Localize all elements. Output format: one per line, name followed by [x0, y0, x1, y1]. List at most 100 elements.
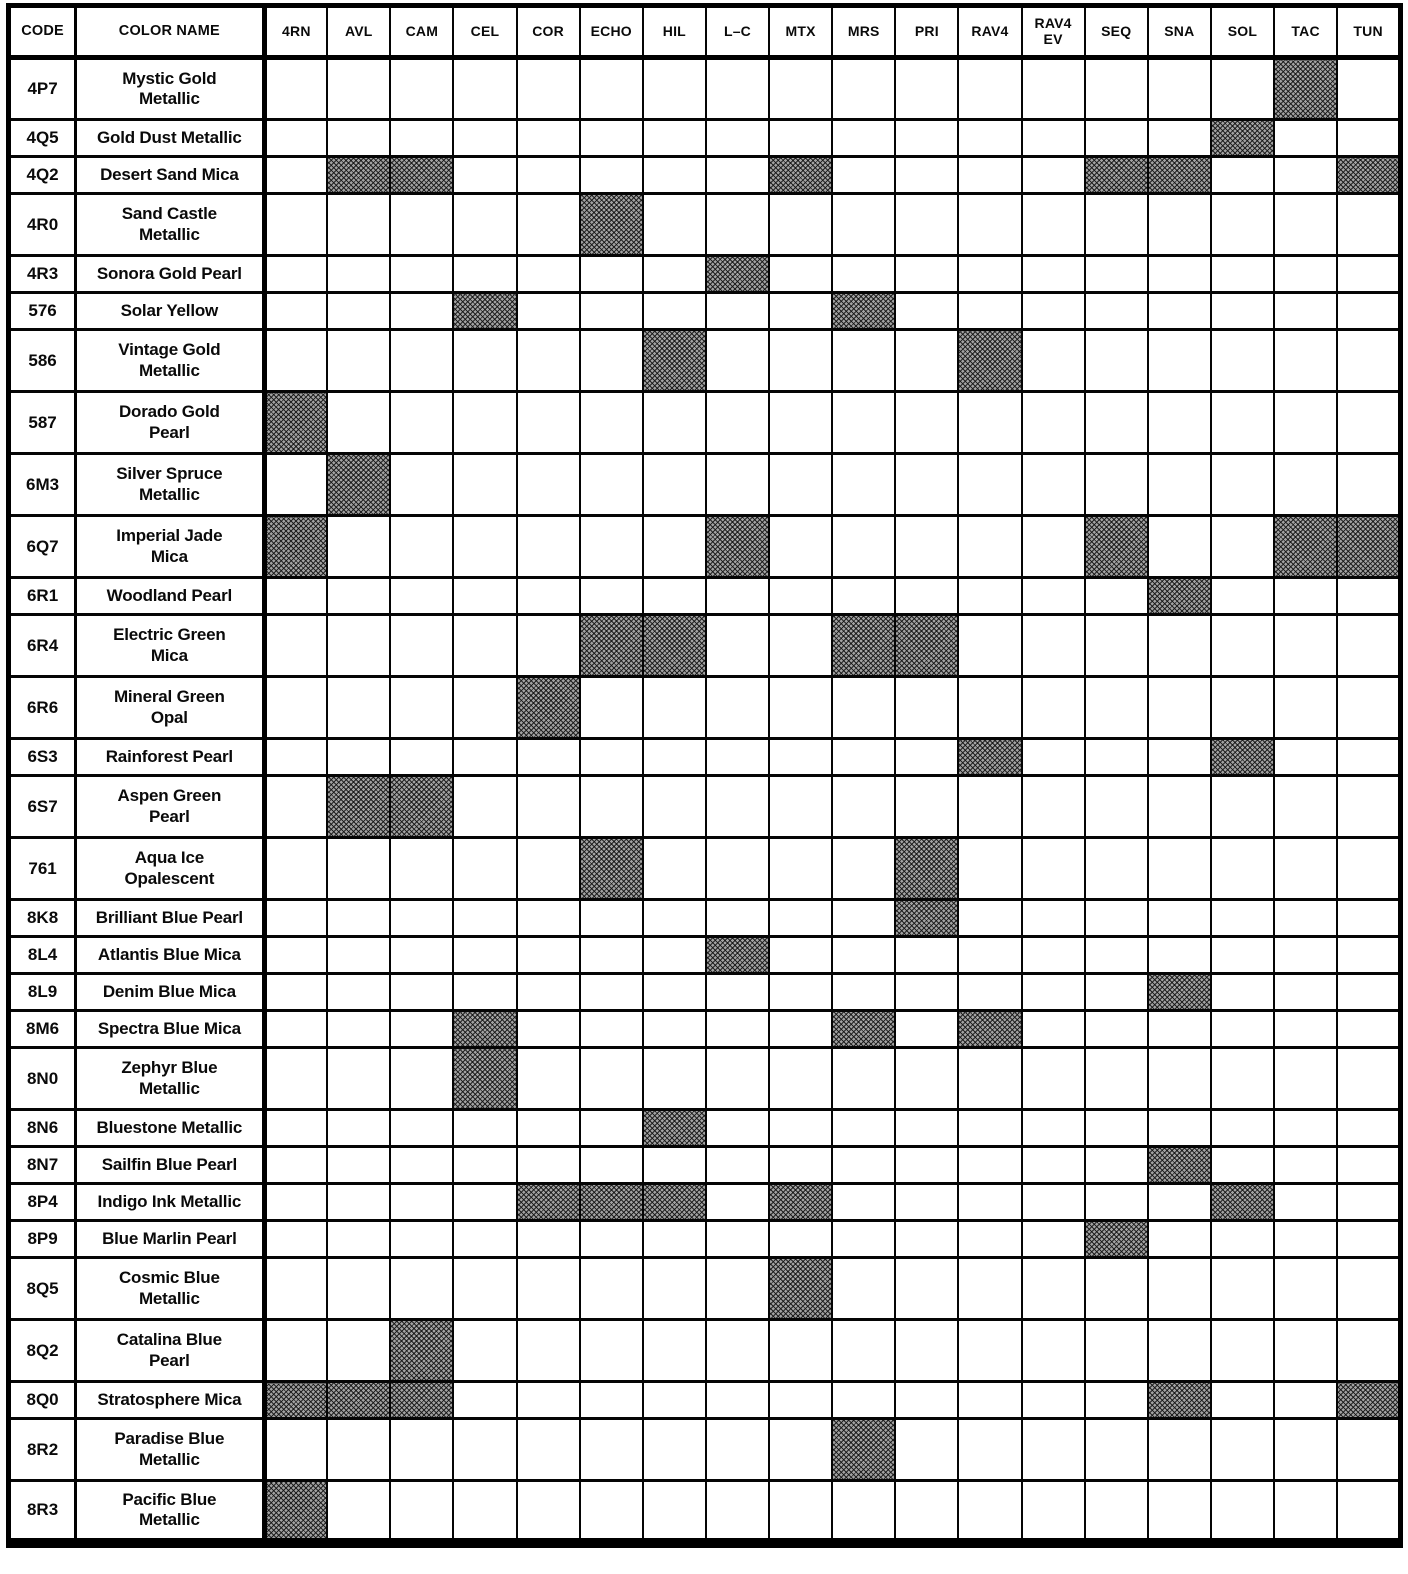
- availability-cell-empty: [768, 836, 834, 901]
- availability-cell-shaded: [1146, 1380, 1212, 1420]
- availability-cell-shaded: [768, 1182, 834, 1222]
- availability-cell-empty: [641, 155, 707, 195]
- availability-cell-empty: [263, 192, 329, 257]
- availability-cell-shaded: [1083, 155, 1149, 195]
- availability-cell-empty: [957, 1380, 1023, 1420]
- availability-cell-empty: [263, 1145, 329, 1185]
- column-header-tac: TAC: [1273, 4, 1339, 60]
- table-row: 8N0 Zephyr Blue Metallic: [7, 1046, 1402, 1111]
- availability-cell-empty: [1146, 328, 1212, 393]
- availability-cell-empty: [768, 1219, 834, 1259]
- availability-cell-empty: [641, 774, 707, 839]
- availability-cell-empty: [389, 613, 455, 678]
- availability-cell-empty: [831, 737, 897, 777]
- availability-cell-empty: [1273, 675, 1339, 740]
- availability-cell-empty: [1020, 254, 1086, 294]
- availability-cell-empty: [1146, 613, 1212, 678]
- color-name-cell: Mineral Green Opal: [74, 675, 267, 740]
- availability-cell-empty: [515, 1380, 581, 1420]
- table-row: 8L4 Atlantis Blue Mica: [7, 935, 1402, 975]
- color-name-cell: Woodland Pearl: [74, 576, 267, 616]
- availability-cell-empty: [831, 155, 897, 195]
- availability-cell-empty: [894, 1219, 960, 1259]
- availability-cell-empty: [704, 1479, 771, 1544]
- availability-cell-empty: [641, 675, 707, 740]
- availability-cell-empty: [1209, 576, 1276, 616]
- availability-cell-empty: [768, 56, 834, 121]
- availability-cell-empty: [1083, 254, 1149, 294]
- availability-cell-empty: [1083, 898, 1149, 938]
- availability-cell-empty: [578, 1219, 644, 1259]
- availability-cell-empty: [578, 675, 644, 740]
- availability-cell-empty: [957, 1108, 1023, 1148]
- availability-cell-empty: [1273, 452, 1339, 517]
- availability-cell-empty: [1146, 836, 1212, 901]
- availability-cell-empty: [1020, 1108, 1086, 1148]
- availability-cell-empty: [1083, 192, 1149, 257]
- availability-cell-empty: [326, 836, 392, 901]
- availability-cell-empty: [389, 1417, 455, 1482]
- code-cell: 8P4: [7, 1182, 78, 1222]
- availability-cell-empty: [515, 328, 581, 393]
- availability-cell-empty: [578, 328, 644, 393]
- availability-cell-empty: [1020, 118, 1086, 158]
- availability-cell-empty: [1273, 155, 1339, 195]
- availability-cell-shaded: [1146, 1145, 1212, 1185]
- code-cell: 4R0: [7, 192, 78, 257]
- availability-cell-empty: [704, 192, 771, 257]
- availability-cell-empty: [1273, 1145, 1339, 1185]
- availability-cell-empty: [452, 576, 518, 616]
- availability-cell-empty: [1083, 1046, 1149, 1111]
- availability-cell-shaded: [389, 1380, 455, 1420]
- availability-cell-empty: [1336, 737, 1402, 777]
- code-cell: 6R4: [7, 613, 78, 678]
- availability-cell-empty: [452, 452, 518, 517]
- availability-cell-empty: [389, 1009, 455, 1049]
- code-cell: 576: [7, 291, 78, 331]
- availability-cell-empty: [641, 1009, 707, 1049]
- availability-cell-empty: [452, 935, 518, 975]
- availability-cell-empty: [389, 254, 455, 294]
- availability-cell-empty: [957, 675, 1023, 740]
- availability-cell-empty: [1083, 737, 1149, 777]
- availability-cell-empty: [1020, 328, 1086, 393]
- availability-cell-empty: [704, 898, 771, 938]
- availability-cell-empty: [641, 1318, 707, 1383]
- availability-cell-shaded: [831, 1009, 897, 1049]
- availability-cell-empty: [768, 118, 834, 158]
- availability-cell-empty: [894, 1182, 960, 1222]
- availability-cell-empty: [1209, 1219, 1276, 1259]
- availability-cell-empty: [1083, 836, 1149, 901]
- availability-cell-shaded: [578, 192, 644, 257]
- color-name-cell: Vintage Gold Metallic: [74, 328, 267, 393]
- availability-cell-empty: [578, 1318, 644, 1383]
- availability-cell-empty: [1273, 1046, 1339, 1111]
- availability-cell-empty: [515, 118, 581, 158]
- availability-cell-empty: [768, 1318, 834, 1383]
- availability-cell-empty: [894, 155, 960, 195]
- code-cell: 8L9: [7, 972, 78, 1012]
- availability-cell-empty: [1020, 737, 1086, 777]
- availability-cell-empty: [263, 737, 329, 777]
- availability-cell-shaded: [1083, 514, 1149, 579]
- table-row: 586 Vintage Gold Metallic: [7, 328, 1402, 393]
- availability-cell-empty: [452, 254, 518, 294]
- availability-cell-empty: [704, 1417, 771, 1482]
- availability-cell-empty: [1083, 291, 1149, 331]
- availability-cell-empty: [326, 898, 392, 938]
- availability-cell-empty: [1083, 56, 1149, 121]
- availability-cell-empty: [704, 1046, 771, 1111]
- availability-cell-empty: [1336, 291, 1402, 331]
- availability-cell-shaded: [768, 155, 834, 195]
- availability-cell-empty: [894, 1417, 960, 1482]
- availability-cell-empty: [704, 1380, 771, 1420]
- availability-cell-empty: [957, 898, 1023, 938]
- availability-cell-empty: [452, 56, 518, 121]
- availability-cell-shaded: [641, 613, 707, 678]
- availability-cell-empty: [768, 1009, 834, 1049]
- availability-cell-empty: [389, 291, 455, 331]
- availability-cell-empty: [1209, 613, 1276, 678]
- availability-cell-empty: [1336, 1417, 1402, 1482]
- availability-cell-empty: [1083, 118, 1149, 158]
- availability-cell-empty: [768, 613, 834, 678]
